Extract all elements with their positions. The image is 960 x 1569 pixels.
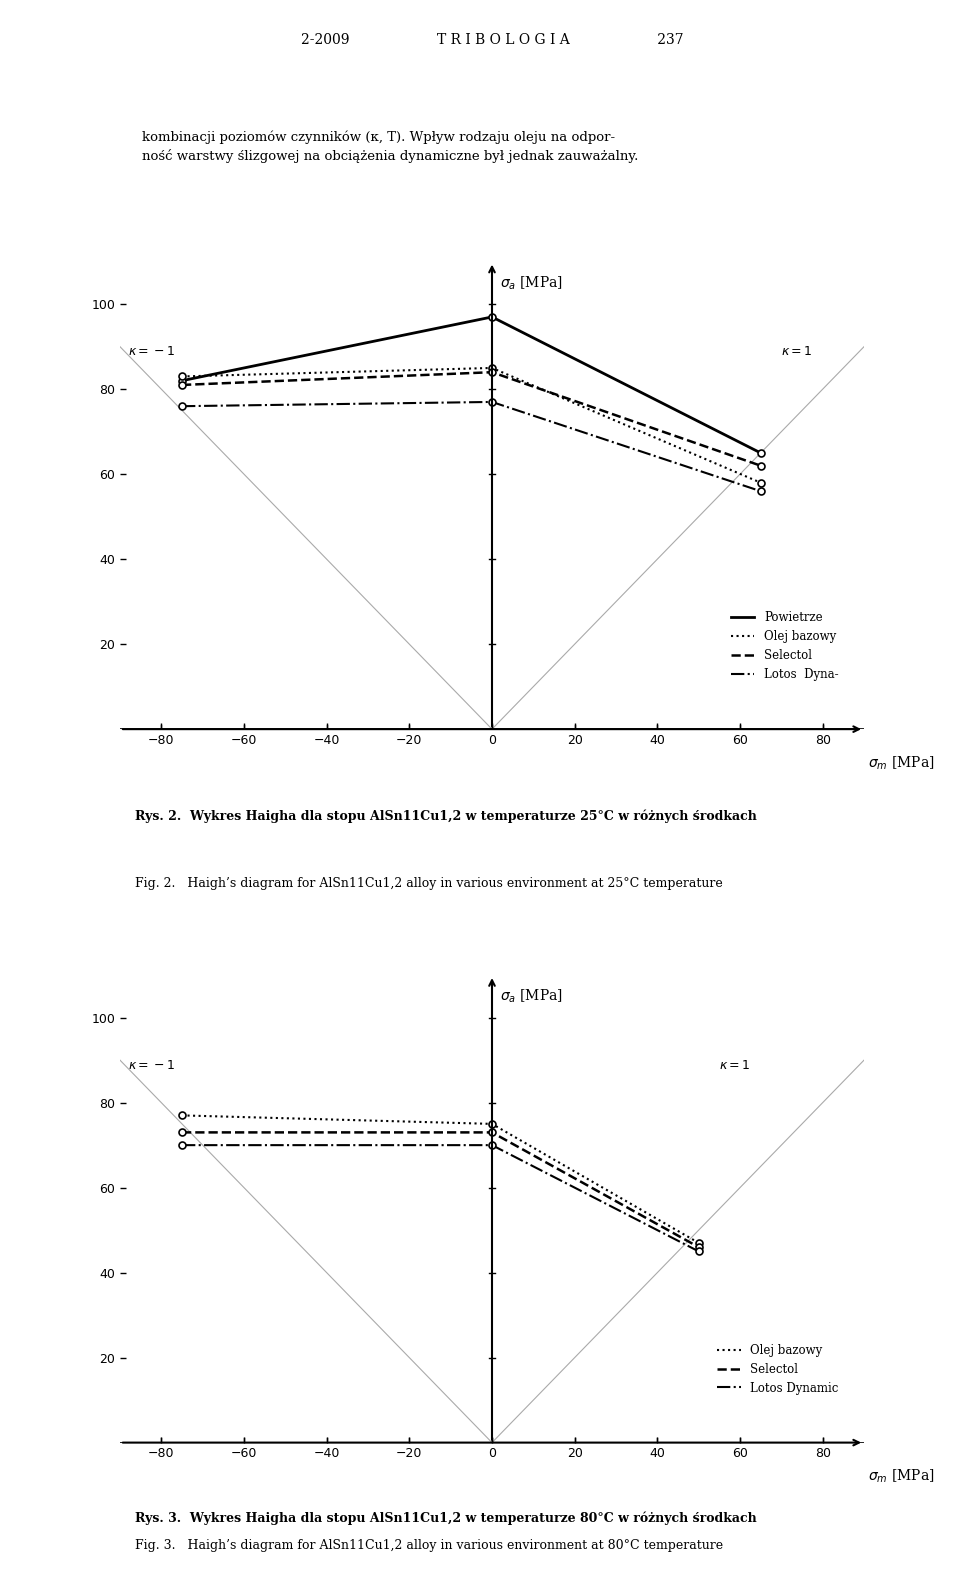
Text: $\kappa=1$: $\kappa=1$ (781, 345, 813, 358)
Legend: Powietrze, Olej bazowy, Selectol, Lotos  Dyna-: Powietrze, Olej bazowy, Selectol, Lotos … (726, 607, 843, 686)
Text: $\sigma_a$ [MPa]: $\sigma_a$ [MPa] (500, 275, 564, 292)
Text: $\sigma_m$ [MPa]: $\sigma_m$ [MPa] (868, 1469, 934, 1486)
Legend: Olej bazowy, Selectol, Lotos Dynamic: Olej bazowy, Selectol, Lotos Dynamic (712, 1338, 843, 1400)
Text: $\kappa=-1$: $\kappa=-1$ (129, 345, 175, 358)
Text: kombinacji poziomów czynników (κ, T). Wpływ rodzaju oleju na odpor-
ność warstwy: kombinacji poziomów czynników (κ, T). Wp… (142, 130, 638, 163)
Text: 2-2009                    T R I B O L O G I A                    237: 2-2009 T R I B O L O G I A 237 (300, 33, 684, 47)
Text: Fig. 2.   Haigh’s diagram for AlSn11Cu1,2 alloy in various environment at 25°C t: Fig. 2. Haigh’s diagram for AlSn11Cu1,2 … (134, 877, 723, 890)
Text: Fig. 3.   Haigh’s diagram for AlSn11Cu1,2 alloy in various environment at 80°C t: Fig. 3. Haigh’s diagram for AlSn11Cu1,2 … (134, 1539, 723, 1552)
Text: $\sigma_m$ [MPa]: $\sigma_m$ [MPa] (868, 755, 934, 772)
Text: Rys. 3.  Wykres Haigha dla stopu AlSn11Cu1,2 w temperaturze 80°C w różnych środk: Rys. 3. Wykres Haigha dla stopu AlSn11Cu… (134, 1511, 756, 1525)
Text: $\kappa=-1$: $\kappa=-1$ (129, 1059, 175, 1072)
Text: Rys. 2.  Wykres Haigha dla stopu AlSn11Cu1,2 w temperaturze 25°C w różnych środk: Rys. 2. Wykres Haigha dla stopu AlSn11Cu… (134, 810, 756, 822)
Text: $\kappa=1$: $\kappa=1$ (719, 1059, 751, 1072)
Text: $\sigma_a$ [MPa]: $\sigma_a$ [MPa] (500, 988, 564, 1006)
